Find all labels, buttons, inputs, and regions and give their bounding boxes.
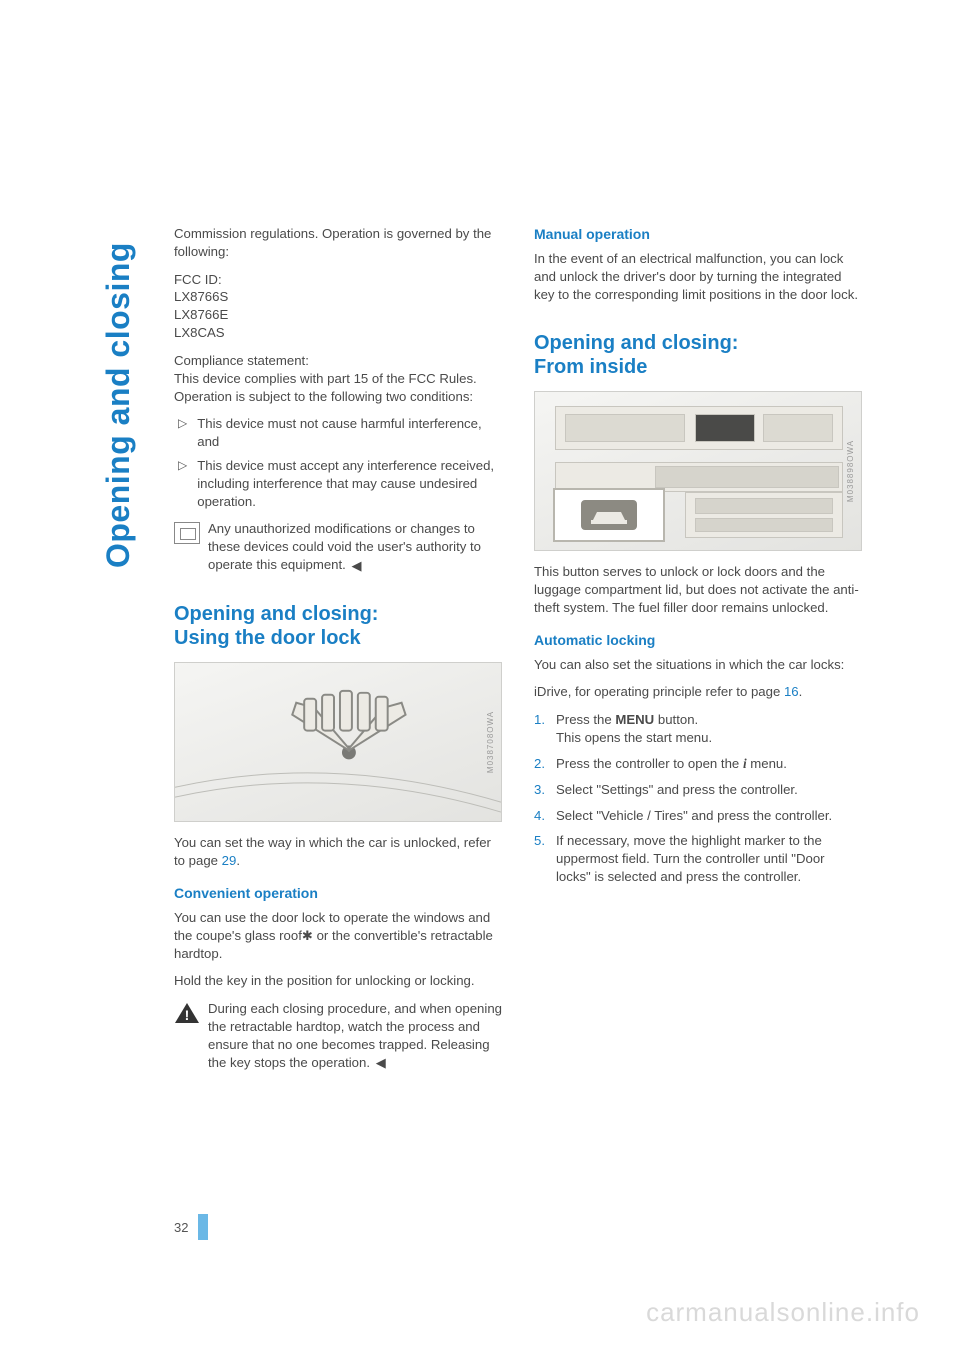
warning-icon: ! xyxy=(174,1002,200,1024)
note-block: Any unauthorized modifications or change… xyxy=(174,520,502,574)
warning-block: ! During each closing procedure, and whe… xyxy=(174,1000,502,1072)
compliance-body: This device complies with part 15 of the… xyxy=(174,371,477,404)
step-text: If necessary, move the highlight marker … xyxy=(556,832,862,885)
page-number: 32 xyxy=(174,1220,188,1235)
step-number: 4. xyxy=(534,807,556,825)
section-side-tab: Opening and closing xyxy=(100,228,140,568)
end-marker-icon: ◀ xyxy=(352,557,362,575)
watermark: carmanualsonline.info xyxy=(646,1297,920,1328)
step-frag: button. xyxy=(654,712,698,727)
unlock-text-end: . xyxy=(236,853,240,868)
step-frag: Press the controller to open the xyxy=(556,756,743,771)
steps-list: 1. Press the MENU button. This opens the… xyxy=(534,711,862,886)
fcc-id-0: LX8766S xyxy=(174,289,228,304)
step-item: 1. Press the MENU button. This opens the… xyxy=(534,711,862,747)
convenient-p1: You can use the door lock to operate the… xyxy=(174,909,502,962)
step-number: 3. xyxy=(534,781,556,799)
heading-door-lock: Opening and closing: Using the door lock xyxy=(174,602,502,650)
note-icon xyxy=(174,522,200,544)
subheading-manual: Manual operation xyxy=(534,225,862,244)
door-lock-illustration xyxy=(175,663,501,822)
note-body: Any unauthorized modifications or change… xyxy=(208,520,502,574)
compliance-block: Compliance statement: This device compli… xyxy=(174,352,502,405)
step-text: Press the MENU button. This opens the st… xyxy=(556,711,862,747)
manual-paragraph: In the event of an electrical malfunctio… xyxy=(534,250,862,303)
subheading-automatic: Automatic locking xyxy=(534,631,862,650)
menu-button-label: MENU xyxy=(615,712,654,727)
step-frag: Press the xyxy=(556,712,615,727)
idrive-ref: iDrive, for operating principle refer to… xyxy=(534,683,862,701)
step-number: 2. xyxy=(534,755,556,773)
step-number: 5. xyxy=(534,832,556,885)
step-text: Press the controller to open the i menu. xyxy=(556,755,862,773)
warning-body: During each closing procedure, and when … xyxy=(208,1000,502,1072)
step-item: 2. Press the controller to open the i me… xyxy=(534,755,862,773)
step-number: 1. xyxy=(534,711,556,747)
bullet-item: ▷ This device must not cause harmful int… xyxy=(174,415,502,451)
idrive-text-end: . xyxy=(799,684,803,699)
figure-code: M038898OWA xyxy=(846,440,857,502)
bullet-item: ▷ This device must accept any interferen… xyxy=(174,457,502,510)
idrive-text: iDrive, for operating principle refer to… xyxy=(534,684,784,699)
warning-text: During each closing procedure, and when … xyxy=(208,1001,502,1069)
note-text: Any unauthorized modifications or change… xyxy=(208,521,481,572)
heading-line2: From inside xyxy=(534,356,647,378)
figure-interior: M038898OWA xyxy=(534,391,862,551)
page-accent-bar xyxy=(198,1214,208,1240)
heading-line1: Opening and closing: xyxy=(174,603,378,625)
subheading-convenient: Convenient operation xyxy=(174,884,502,903)
step-text: Select "Vehicle / Tires" and press the c… xyxy=(556,807,862,825)
left-column: Commission regulations. Operation is gov… xyxy=(174,225,502,1082)
car-lock-icon xyxy=(581,500,637,530)
compliance-bullets: ▷ This device must not cause harmful int… xyxy=(174,415,502,510)
compliance-label: Compliance statement: xyxy=(174,353,309,368)
heading-line1: Opening and closing: xyxy=(534,332,738,354)
fcc-id-2: LX8CAS xyxy=(174,325,225,340)
step-text: Select "Settings" and press the controll… xyxy=(556,781,862,799)
convenient-p2: Hold the key in the position for unlocki… xyxy=(174,972,502,990)
bullet-text: This device must not cause harmful inter… xyxy=(197,415,502,451)
auto-paragraph: You can also set the situations in which… xyxy=(534,656,862,674)
figure-code: M038708OWA xyxy=(486,711,497,773)
bullet-marker-icon: ▷ xyxy=(178,415,187,451)
unlock-ref: You can set the way in which the car is … xyxy=(174,834,502,870)
heading-from-inside: Opening and closing: From inside xyxy=(534,331,862,379)
intro-paragraph: Commission regulations. Operation is gov… xyxy=(174,225,502,261)
end-marker-icon: ◀ xyxy=(376,1054,386,1072)
lock-button-graphic xyxy=(581,500,637,530)
svg-text:!: ! xyxy=(185,1007,190,1023)
heading-line2: Using the door lock xyxy=(174,627,361,649)
fcc-label: FCC ID: xyxy=(174,272,222,287)
step-item: 4. Select "Vehicle / Tires" and press th… xyxy=(534,807,862,825)
page-content: Commission regulations. Operation is gov… xyxy=(174,225,864,1082)
step-item: 5. If necessary, move the highlight mark… xyxy=(534,832,862,885)
page-link-16[interactable]: 16 xyxy=(784,684,799,699)
page-link-29[interactable]: 29 xyxy=(222,853,237,868)
bullet-marker-icon: ▷ xyxy=(178,457,187,510)
figure-door-lock: M038708OWA xyxy=(174,662,502,822)
right-column: Manual operation In the event of an elec… xyxy=(534,225,862,1082)
step-frag: This opens the start menu. xyxy=(556,730,712,745)
bullet-text: This device must accept any interference… xyxy=(197,457,502,510)
page-footer: 32 xyxy=(174,1214,208,1240)
fcc-id-1: LX8766E xyxy=(174,307,228,322)
step-frag: menu. xyxy=(747,756,787,771)
step-item: 3. Select "Settings" and press the contr… xyxy=(534,781,862,799)
fcc-block: FCC ID: LX8766S LX8766E LX8CAS xyxy=(174,271,502,342)
after-figure-paragraph: This button serves to unlock or lock doo… xyxy=(534,563,862,616)
